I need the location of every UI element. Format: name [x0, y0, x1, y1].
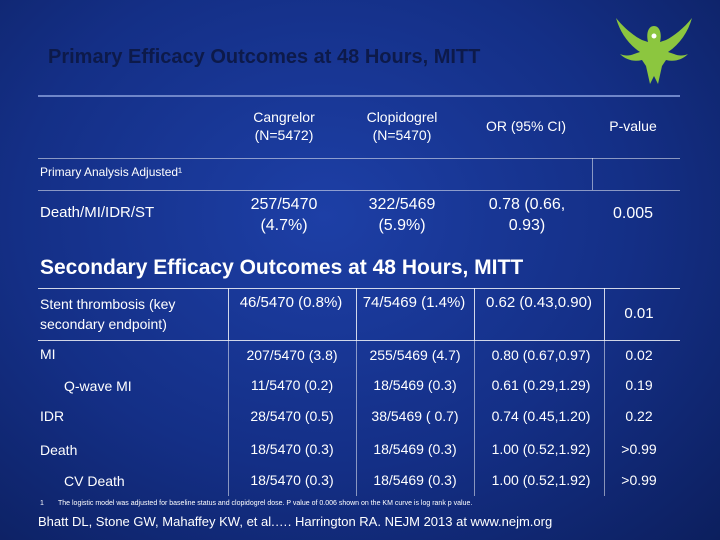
- header-p-value: P-value: [609, 118, 657, 134]
- grid-line: [38, 190, 680, 191]
- grid-line: [38, 158, 680, 159]
- row-cangrelor: 18/5470 (0.3): [250, 472, 334, 488]
- footnote: The logistic model was adjusted for base…: [58, 500, 473, 507]
- header-or: OR (95% CI): [485, 118, 567, 134]
- row-cangrelor: 11/5470 (0.2): [250, 377, 334, 393]
- grid-line: [356, 340, 357, 496]
- stent-label: Stent thrombosis (key secondary endpoint…: [40, 296, 176, 332]
- row-p: >0.99: [621, 441, 657, 457]
- row-or: 1.00 (0.52,1.92): [491, 472, 591, 488]
- row-or: 0.80 (0.67,0.97): [491, 347, 591, 363]
- row-label: Q-wave MI: [64, 378, 132, 394]
- title-rule: [38, 95, 680, 97]
- row-label: IDR: [40, 408, 65, 424]
- row-clopidogrel: 18/5469 (0.3): [373, 472, 457, 488]
- row-cangrelor: 28/5470 (0.5): [250, 408, 334, 424]
- grid-line: [604, 340, 605, 496]
- stent-cangrelor: 46/5470 (0.8%): [239, 294, 343, 311]
- row-p: >0.99: [621, 472, 657, 488]
- stent-clopidogrel: 74/5469 (1.4%): [362, 294, 466, 311]
- grid-line: [356, 288, 357, 340]
- row-cangrelor: 18/5470 (0.3): [250, 441, 334, 457]
- header-clopidogrel: Clopidogrel (N=5470): [366, 109, 438, 143]
- header-cangrelor: Cangrelor (N=5472): [253, 109, 315, 143]
- primary-clopidogrel: 322/5469 (5.9%): [368, 196, 436, 234]
- citation: Bhatt DL, Stone GW, Mahaffey KW, et al.……: [38, 514, 553, 529]
- row-p: 0.22: [625, 408, 653, 424]
- row-clopidogrel: 18/5469 (0.3): [373, 377, 457, 393]
- row-label: MI: [40, 346, 56, 362]
- grid-line: [228, 340, 229, 496]
- stent-p: 0.01: [624, 305, 654, 322]
- stent-or: 0.62 (0.43,0.90): [486, 294, 592, 311]
- primary-p: 0.005: [612, 205, 654, 222]
- grid-line: [474, 288, 475, 340]
- primary-or: 0.78 (0.66, 0.93): [488, 196, 566, 234]
- row-or: 0.61 (0.29,1.29): [491, 377, 591, 393]
- grid-line: [228, 288, 229, 340]
- row-clopidogrel: 38/5469 ( 0.7): [371, 408, 459, 424]
- grid-line: [604, 288, 605, 340]
- grid-line: [38, 288, 680, 289]
- row-or: 1.00 (0.52,1.92): [491, 441, 591, 457]
- row-cangrelor: 207/5470 (3.8): [246, 347, 338, 363]
- grid-line: [592, 158, 593, 190]
- row-label: Death: [40, 442, 78, 458]
- row-clopidogrel: 255/5469 (4.7): [369, 347, 461, 363]
- secondary-title: Secondary Efficacy Outcomes at 48 Hours,…: [40, 256, 524, 279]
- row-p: 0.02: [625, 347, 653, 363]
- grid-line: [38, 340, 680, 341]
- slide-title: Primary Efficacy Outcomes at 48 Hours, M…: [48, 46, 481, 68]
- row-p: 0.19: [625, 377, 653, 393]
- row-clopidogrel: 18/5469 (0.3): [373, 441, 457, 457]
- row-label: CV Death: [64, 473, 125, 489]
- row-or: 0.74 (0.45,1.20): [491, 408, 591, 424]
- footnote-mark: 1: [40, 500, 44, 507]
- grid-line: [474, 340, 475, 496]
- primary-row-label: Death/MI/IDR/ST: [40, 204, 155, 221]
- primary-analysis-label: Primary Analysis Adjusted¹: [40, 165, 183, 179]
- eagle-logo-icon: [616, 18, 692, 84]
- primary-cangrelor: 257/5470 (4.7%): [250, 196, 318, 234]
